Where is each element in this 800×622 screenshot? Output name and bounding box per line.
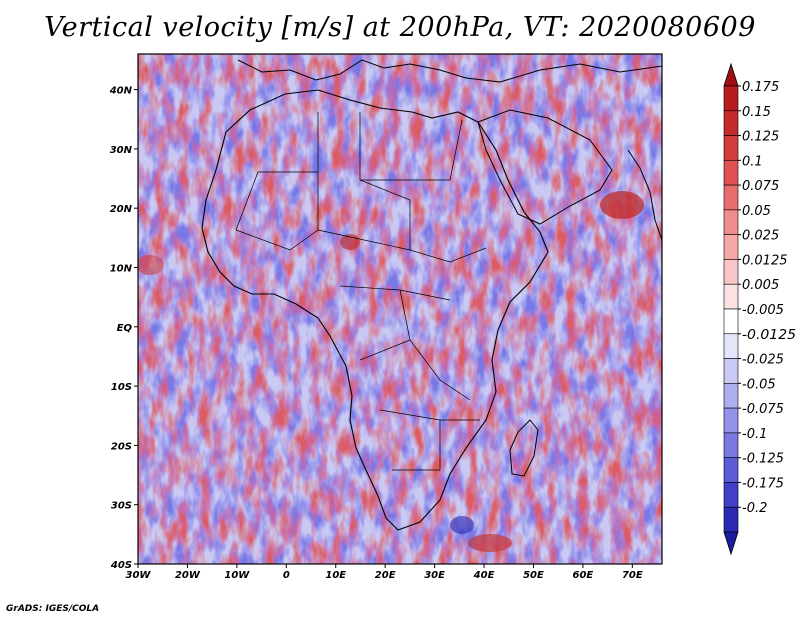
colorbar-swatch xyxy=(723,259,739,285)
country-borders xyxy=(235,112,487,471)
field-texture xyxy=(138,54,662,564)
india-coast xyxy=(627,149,662,241)
colorbar-label: 0.175 xyxy=(742,80,779,95)
updraft-southeast-africa xyxy=(468,534,512,552)
colorbar-top-arrow xyxy=(723,62,739,87)
updraft-sahel xyxy=(340,234,360,250)
lat-tick-label: 30S xyxy=(111,501,132,512)
colorbar-label: 0.025 xyxy=(742,229,779,244)
lon-tick-label: 70E xyxy=(622,570,643,581)
colorbar-label: -0.0125 xyxy=(742,328,796,343)
colorbar-swatch xyxy=(723,209,739,235)
downdraft-mozambique-channel xyxy=(450,516,474,534)
colorbar-swatch xyxy=(723,135,739,161)
colorbar-swatch xyxy=(723,383,739,409)
colorbar-label: -0.2 xyxy=(742,501,767,516)
colorbar-label: 0.05 xyxy=(742,204,771,219)
lon-tick-label: 50E xyxy=(523,570,544,581)
lat-tick-label: 40S xyxy=(110,560,132,571)
lon-tick-label: 20E xyxy=(375,570,396,581)
colorbar-swatch xyxy=(723,85,739,112)
map-title: Vertical velocity [m/s] at 200hPa, VT: 2… xyxy=(44,12,756,43)
colorbar-label: -0.175 xyxy=(742,476,784,491)
colorbar-label: 0.005 xyxy=(742,278,779,293)
colorbar-swatch xyxy=(723,308,739,335)
updraft-atlantic xyxy=(138,255,164,275)
lon-tick-label: 10W xyxy=(224,570,250,581)
colorbar-label: -0.025 xyxy=(742,353,784,368)
lon-tick-label: 30W xyxy=(126,570,152,581)
velocity-field xyxy=(138,54,662,564)
colorbar-label: 0.0125 xyxy=(742,253,788,268)
lon-tick-label: 0 xyxy=(283,570,290,581)
colorbar-swatch xyxy=(723,457,739,483)
lat-tick-label: 10N xyxy=(110,263,133,274)
colorbar-label: 0.075 xyxy=(742,179,779,194)
colorbar-swatch xyxy=(723,506,739,533)
arabian-peninsula xyxy=(477,109,613,225)
lat-tick-label: 20S xyxy=(111,441,132,452)
colorbar-swatch xyxy=(723,110,739,136)
latitude-axis: 40N 30N 20N 10N EQ 10S 20S 30S 40S xyxy=(109,86,138,571)
colorbar-label: 0.15 xyxy=(742,105,771,120)
map-frame xyxy=(137,53,663,565)
lat-tick-label: 20N xyxy=(110,204,133,215)
colorbar-label: -0.125 xyxy=(742,452,784,467)
updraft-arabian-sea xyxy=(600,191,644,219)
colorbar-swatch xyxy=(723,482,739,508)
europe-coast xyxy=(237,59,662,83)
lat-tick-label: 10S xyxy=(111,382,132,393)
grads-credit: GrADS: IGES/COLA xyxy=(6,604,100,614)
colorbar-swatch xyxy=(723,358,739,384)
lat-tick-label: EQ xyxy=(117,323,133,334)
colorbar-swatch xyxy=(723,184,739,211)
lat-tick-label: 40N xyxy=(109,86,133,97)
colorbar-swatch xyxy=(723,234,739,260)
lon-tick-label: 20W xyxy=(175,570,201,581)
lat-tick-label: 30N xyxy=(110,145,133,156)
colorbar-label: 0.125 xyxy=(742,130,779,145)
lon-tick-label: 30E xyxy=(424,570,445,581)
colorbar-swatch xyxy=(723,432,739,458)
colorbar-label: 0.1 xyxy=(742,154,763,169)
madagascar xyxy=(509,419,539,477)
colorbar-label: -0.1 xyxy=(742,427,767,442)
colorbar-swatch xyxy=(723,283,739,310)
colorbar-swatch xyxy=(723,333,739,359)
colorbar: 0.175 0.15 0.125 0.1 0.075 0.05 0.025 0.0125 0.0… xyxy=(723,62,796,556)
colorbar-swatch xyxy=(723,407,739,434)
longitude-axis: 30W 20W 10W 0 10E 20E 30E 40E 50E 60E 70E xyxy=(126,564,643,581)
lon-tick-label: 60E xyxy=(573,570,594,581)
colorbar-label: -0.075 xyxy=(742,402,784,417)
colorbar-bottom-arrow xyxy=(723,531,739,556)
colorbar-label: -0.05 xyxy=(742,377,776,392)
lon-tick-label: 10E xyxy=(325,570,346,581)
colorbar-label: -0.005 xyxy=(742,303,784,318)
lon-tick-label: 40E xyxy=(473,570,495,581)
colorbar-swatch xyxy=(723,160,739,186)
africa-coastline xyxy=(201,89,549,531)
